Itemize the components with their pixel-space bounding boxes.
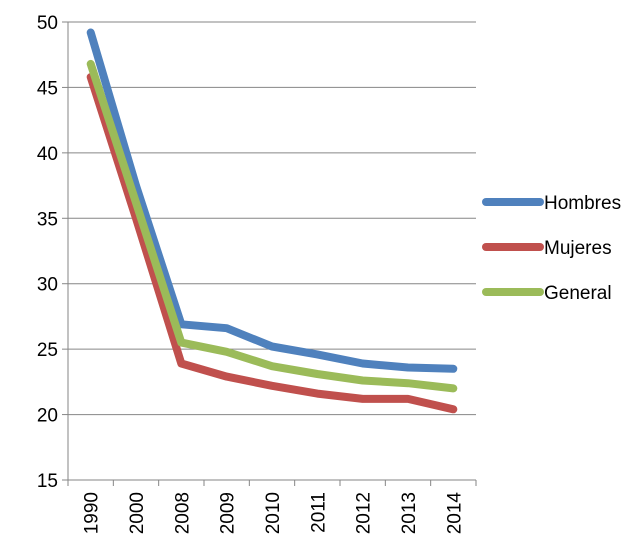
- legend-label: Hombres: [544, 193, 621, 214]
- y-tick-label: 30: [37, 275, 58, 296]
- axes: [67, 22, 476, 481]
- gridlines: [68, 21, 476, 416]
- y-tick-label: 50: [37, 13, 58, 34]
- x-tick-label: 2000: [127, 492, 148, 534]
- y-tick-label: 25: [37, 340, 58, 361]
- x-tick-label: 2012: [354, 492, 375, 534]
- y-axis-ticks: 15 20 25 30 35 40 45 50: [37, 13, 68, 492]
- x-tick-label: 2010: [263, 492, 284, 534]
- series-line-general: [86, 59, 458, 393]
- y-tick-label: 35: [37, 209, 58, 230]
- y-tick-label: 20: [37, 406, 58, 427]
- x-tick-label: 2014: [444, 492, 465, 535]
- series-line-mujeres: [86, 73, 458, 414]
- y-tick-label: 40: [37, 144, 58, 165]
- legend: Hombres Mujeres General: [482, 193, 621, 304]
- legend-label: Mujeres: [544, 238, 612, 259]
- x-tick-label: 2011: [308, 492, 329, 533]
- x-tick-label: 2008: [172, 492, 193, 534]
- y-tick-label: 45: [37, 78, 58, 99]
- x-axis-ticks: 1990 2000 2008 2009 2010 2011 2012 2013 2014: [67, 480, 477, 535]
- legend-label: General: [544, 283, 612, 304]
- x-tick-label: 2013: [399, 492, 420, 534]
- series-line-hombres: [86, 28, 458, 373]
- series-lines: [86, 28, 458, 414]
- x-tick-label: 1990: [82, 492, 103, 534]
- x-tick-label: 2009: [218, 492, 239, 534]
- y-tick-label: 15: [37, 471, 58, 492]
